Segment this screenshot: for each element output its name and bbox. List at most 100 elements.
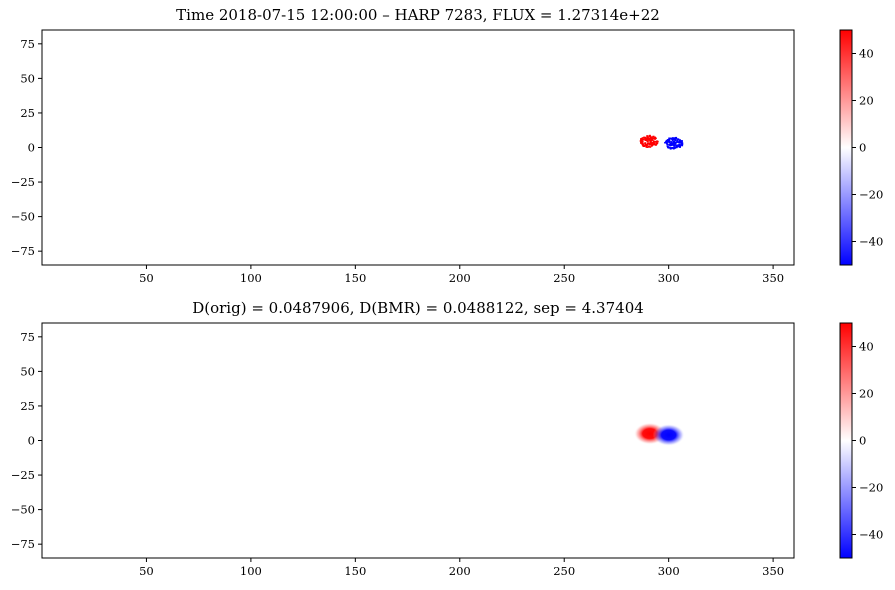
region-pixel <box>675 144 678 146</box>
region-pixel <box>674 138 677 140</box>
region-pixel <box>672 142 674 145</box>
colorbar-tick-label: 20 <box>859 94 874 108</box>
colorbar-tick-label: −20 <box>859 188 883 202</box>
region-pixel <box>653 142 656 145</box>
region-pixel <box>650 139 653 142</box>
region-pixel <box>676 146 679 148</box>
y-tick-label: 75 <box>20 37 35 51</box>
colorbar-tick-label: −40 <box>859 235 883 249</box>
x-tick-label: 350 <box>762 271 784 285</box>
colorbar-tick-label: 40 <box>859 340 874 354</box>
region-pixel <box>642 143 645 145</box>
region-pixel <box>673 145 676 147</box>
chart-title: Time 2018-07-15 12:00:00 – HARP 7283, FL… <box>176 6 660 24</box>
region-pixel <box>668 144 671 146</box>
colorbar-tick-label: −20 <box>859 481 883 495</box>
region-pixel <box>649 135 652 138</box>
region-pixel <box>652 135 655 138</box>
region-pixel <box>655 143 658 146</box>
panel-2: D(orig) = 0.0487906, D(BMR) = 0.0488122,… <box>11 299 884 578</box>
region-blob <box>652 423 685 446</box>
y-tick-label: 50 <box>20 71 35 85</box>
x-tick-label: 200 <box>449 564 471 578</box>
region-pixel <box>671 138 674 141</box>
region-pixel <box>672 147 675 150</box>
x-tick-label: 150 <box>344 271 366 285</box>
region-pixel <box>665 142 668 144</box>
region-pixel <box>645 137 648 140</box>
chart-title: D(orig) = 0.0487906, D(BMR) = 0.0488122,… <box>192 299 644 317</box>
region-negative <box>652 423 685 446</box>
region-pixel <box>644 137 647 139</box>
region-pixel <box>678 139 681 141</box>
region-pixel <box>654 137 657 140</box>
colorbar-tick-label: 20 <box>859 387 874 401</box>
colorbar-tick-label: 0 <box>859 141 866 155</box>
region-pixel <box>648 134 651 137</box>
region-pixel <box>649 141 652 143</box>
region-pixel <box>674 139 677 142</box>
region-pixel <box>676 138 679 140</box>
x-tick-label: 50 <box>139 271 154 285</box>
x-tick-label: 300 <box>658 271 680 285</box>
region-pixel <box>674 142 677 145</box>
region-pixel <box>647 145 650 148</box>
region-pixel <box>642 145 645 147</box>
region-pixel <box>668 137 671 140</box>
x-tick-label: 50 <box>139 564 154 578</box>
y-tick-label: −75 <box>11 244 35 258</box>
region-pixel <box>646 135 649 137</box>
region-pixel <box>669 147 672 149</box>
region-pixel <box>640 138 643 140</box>
colorbar-tick-label: 0 <box>859 434 866 448</box>
region-pixel <box>667 146 669 148</box>
region-pixel <box>678 141 681 143</box>
region-pixel <box>649 146 652 148</box>
region-pixel <box>644 142 647 145</box>
region-pixel <box>645 144 648 146</box>
region-pixel <box>653 141 656 143</box>
region-pixel <box>641 141 644 143</box>
region-pixel <box>677 144 680 147</box>
y-tick-label: 25 <box>20 399 35 413</box>
region-pixel <box>664 141 667 144</box>
region-pixel <box>676 141 679 143</box>
region-pixel <box>681 144 684 147</box>
region-pixel <box>679 144 681 147</box>
region-pixel <box>671 140 674 142</box>
region-pixel <box>650 143 653 145</box>
panel-1: Time 2018-07-15 12:00:00 – HARP 7283, FL… <box>11 6 884 285</box>
region-pixel <box>665 140 668 143</box>
region-pixel <box>672 137 675 139</box>
region-pixel <box>668 140 670 143</box>
region-pixel <box>656 142 659 144</box>
colorbar-tick-label: −40 <box>859 528 883 542</box>
y-tick-label: −75 <box>11 537 35 551</box>
x-tick-label: 300 <box>658 564 680 578</box>
y-tick-label: −50 <box>11 503 35 517</box>
region-pixel <box>667 139 670 141</box>
region-pixel <box>666 143 669 146</box>
region-pixel <box>674 137 677 139</box>
region-pixel <box>649 138 652 140</box>
y-tick-label: 0 <box>28 434 35 448</box>
region-pixel <box>644 139 647 141</box>
region-pixel <box>673 141 676 143</box>
region-pixel <box>669 142 672 145</box>
x-tick-label: 350 <box>762 564 784 578</box>
region-pixel <box>679 142 682 144</box>
x-tick-label: 200 <box>449 271 471 285</box>
region-pixel <box>646 140 649 143</box>
region-pixel <box>673 147 676 149</box>
y-tick-label: 75 <box>20 330 35 344</box>
region-negative <box>664 136 684 150</box>
region-positive <box>639 134 659 148</box>
region-pixel <box>647 142 650 145</box>
region-pixel <box>680 140 683 142</box>
region-pixel <box>668 141 671 144</box>
region-pixel <box>654 136 656 139</box>
region-pixel <box>646 136 649 139</box>
x-tick-label: 150 <box>344 564 366 578</box>
region-pixel <box>652 142 655 144</box>
region-pixel <box>646 146 649 148</box>
